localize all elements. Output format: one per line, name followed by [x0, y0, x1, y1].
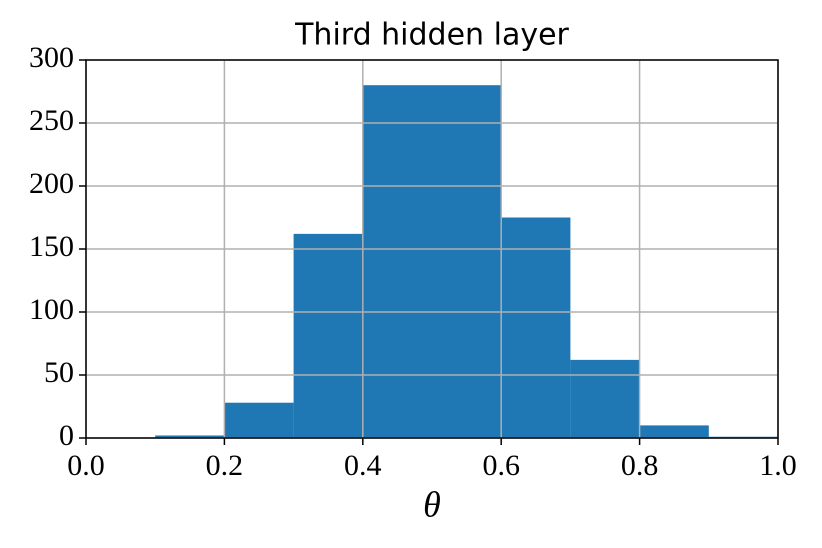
x-axis-label: θ	[423, 484, 441, 524]
y-tick-label: 100	[29, 293, 74, 326]
x-tick-label: 1.0	[759, 449, 797, 482]
y-tick-label: 50	[44, 356, 74, 389]
bar	[293, 233, 363, 438]
bar	[501, 217, 571, 438]
bar	[639, 425, 709, 438]
x-tick-label: 0.2	[206, 449, 244, 482]
plot-frame	[85, 59, 779, 439]
y-tick-label: 300	[29, 41, 74, 74]
x-tick-label: 0.6	[482, 449, 520, 482]
chart-title: Third hidden layer	[294, 18, 569, 53]
bar	[224, 402, 294, 438]
y-tick-label: 150	[29, 230, 74, 263]
bar	[155, 435, 225, 438]
y-tick-label: 0	[59, 419, 74, 452]
x-tick-label: 0.4	[344, 449, 382, 482]
x-tick-label: 0.0	[67, 449, 105, 482]
bar	[570, 359, 640, 438]
bar	[362, 85, 432, 438]
y-tick-label: 200	[29, 167, 74, 200]
bar	[432, 85, 502, 438]
x-tick-label: 0.8	[621, 449, 659, 482]
y-tick-label: 250	[29, 104, 74, 137]
